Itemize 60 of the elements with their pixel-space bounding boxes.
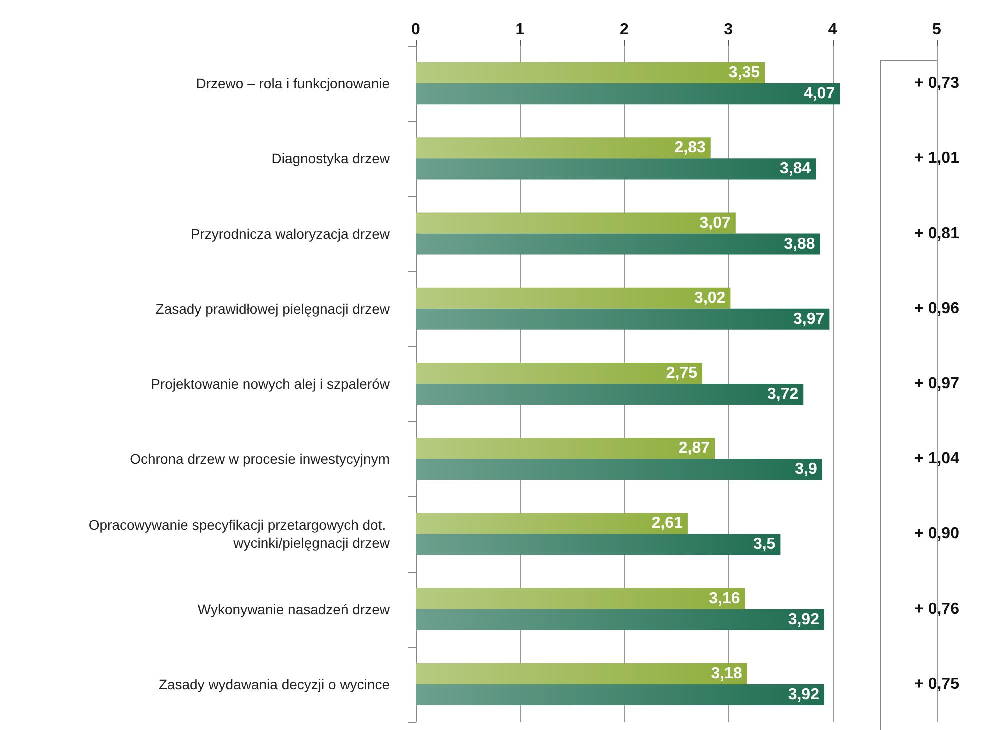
x-tick-label: 5 — [932, 22, 942, 38]
data-label: 2,87 — [678, 440, 710, 458]
data-label: 2,75 — [666, 364, 698, 382]
y-tick-label: Ochrona drzew w procesie inwestycyjnym — [130, 451, 390, 468]
data-label: 3,92 — [788, 686, 820, 704]
y-tick-label: Zasady prawidłowej pielęgnacji drzew — [156, 300, 391, 317]
bar — [416, 513, 688, 534]
x-tick-label: 4 — [828, 22, 838, 38]
bar — [416, 288, 731, 309]
bar — [416, 234, 820, 255]
y-tick-label: Przyrodnicza waloryzacja drzew — [190, 226, 391, 242]
bar — [416, 459, 822, 480]
bar — [416, 588, 746, 610]
data-label: 3,35 — [728, 64, 760, 82]
bar — [416, 438, 716, 460]
annotation: + 0,75 — [914, 676, 960, 693]
data-label: 3,97 — [794, 310, 825, 328]
annotation: + 0,90 — [914, 526, 960, 543]
data-label: 2,83 — [674, 140, 706, 157]
bar — [416, 158, 816, 180]
x-tick-label: 1 — [516, 22, 525, 38]
data-label: 4,07 — [804, 86, 836, 103]
data-label: 3,18 — [711, 665, 742, 682]
data-label: 3,72 — [767, 386, 799, 404]
annotation: + 0,96 — [914, 300, 960, 318]
bar — [416, 84, 840, 105]
bar — [416, 663, 748, 684]
bar — [416, 62, 766, 84]
bar — [416, 308, 830, 330]
x-tick-label: 3 — [724, 22, 734, 38]
annotation: + 1,04 — [914, 450, 960, 468]
annotation: + 0,73 — [914, 75, 960, 92]
y-tick-label: Projektowanie nowych alej i szpalerów — [151, 376, 391, 392]
data-label: 3,16 — [709, 590, 740, 608]
data-label: 3,84 — [780, 160, 812, 178]
bar — [416, 212, 736, 234]
data-label: 3,5 — [753, 536, 776, 554]
annotation: + 0,97 — [914, 376, 960, 392]
y-tick-label: Wykonywanie nasadzeń drzew — [198, 601, 391, 618]
data-label: 3,88 — [784, 236, 816, 253]
y-tick-label: Opracowywanie specyfikacji przetargowych dot. wycinki/pielęgnacji drzew — [88, 517, 391, 552]
annotation: + 1,01 — [914, 150, 960, 168]
x-tick-label: 0 — [412, 22, 421, 38]
bar — [416, 138, 711, 159]
bar — [416, 362, 703, 384]
x-tick-label: 2 — [620, 22, 629, 38]
y-tick-label: Zasady wydawania decyzji o wycince — [158, 676, 390, 692]
y-tick-label: Drzewo – rola i funkcjonowanie — [196, 76, 390, 92]
data-label: 3,92 — [788, 611, 820, 628]
bar — [416, 384, 804, 406]
bar — [416, 684, 824, 706]
data-label: 2,61 — [652, 515, 684, 532]
annotation: + 0,76 — [914, 600, 960, 618]
bar — [416, 534, 781, 556]
data-label: 3,9 — [795, 461, 818, 478]
data-label: 3,07 — [700, 214, 731, 232]
annotation: + 0,81 — [914, 225, 960, 242]
y-tick-label: Diagnostyka drzew — [272, 150, 391, 167]
bar — [416, 609, 824, 630]
data-label: 3,02 — [694, 290, 726, 307]
